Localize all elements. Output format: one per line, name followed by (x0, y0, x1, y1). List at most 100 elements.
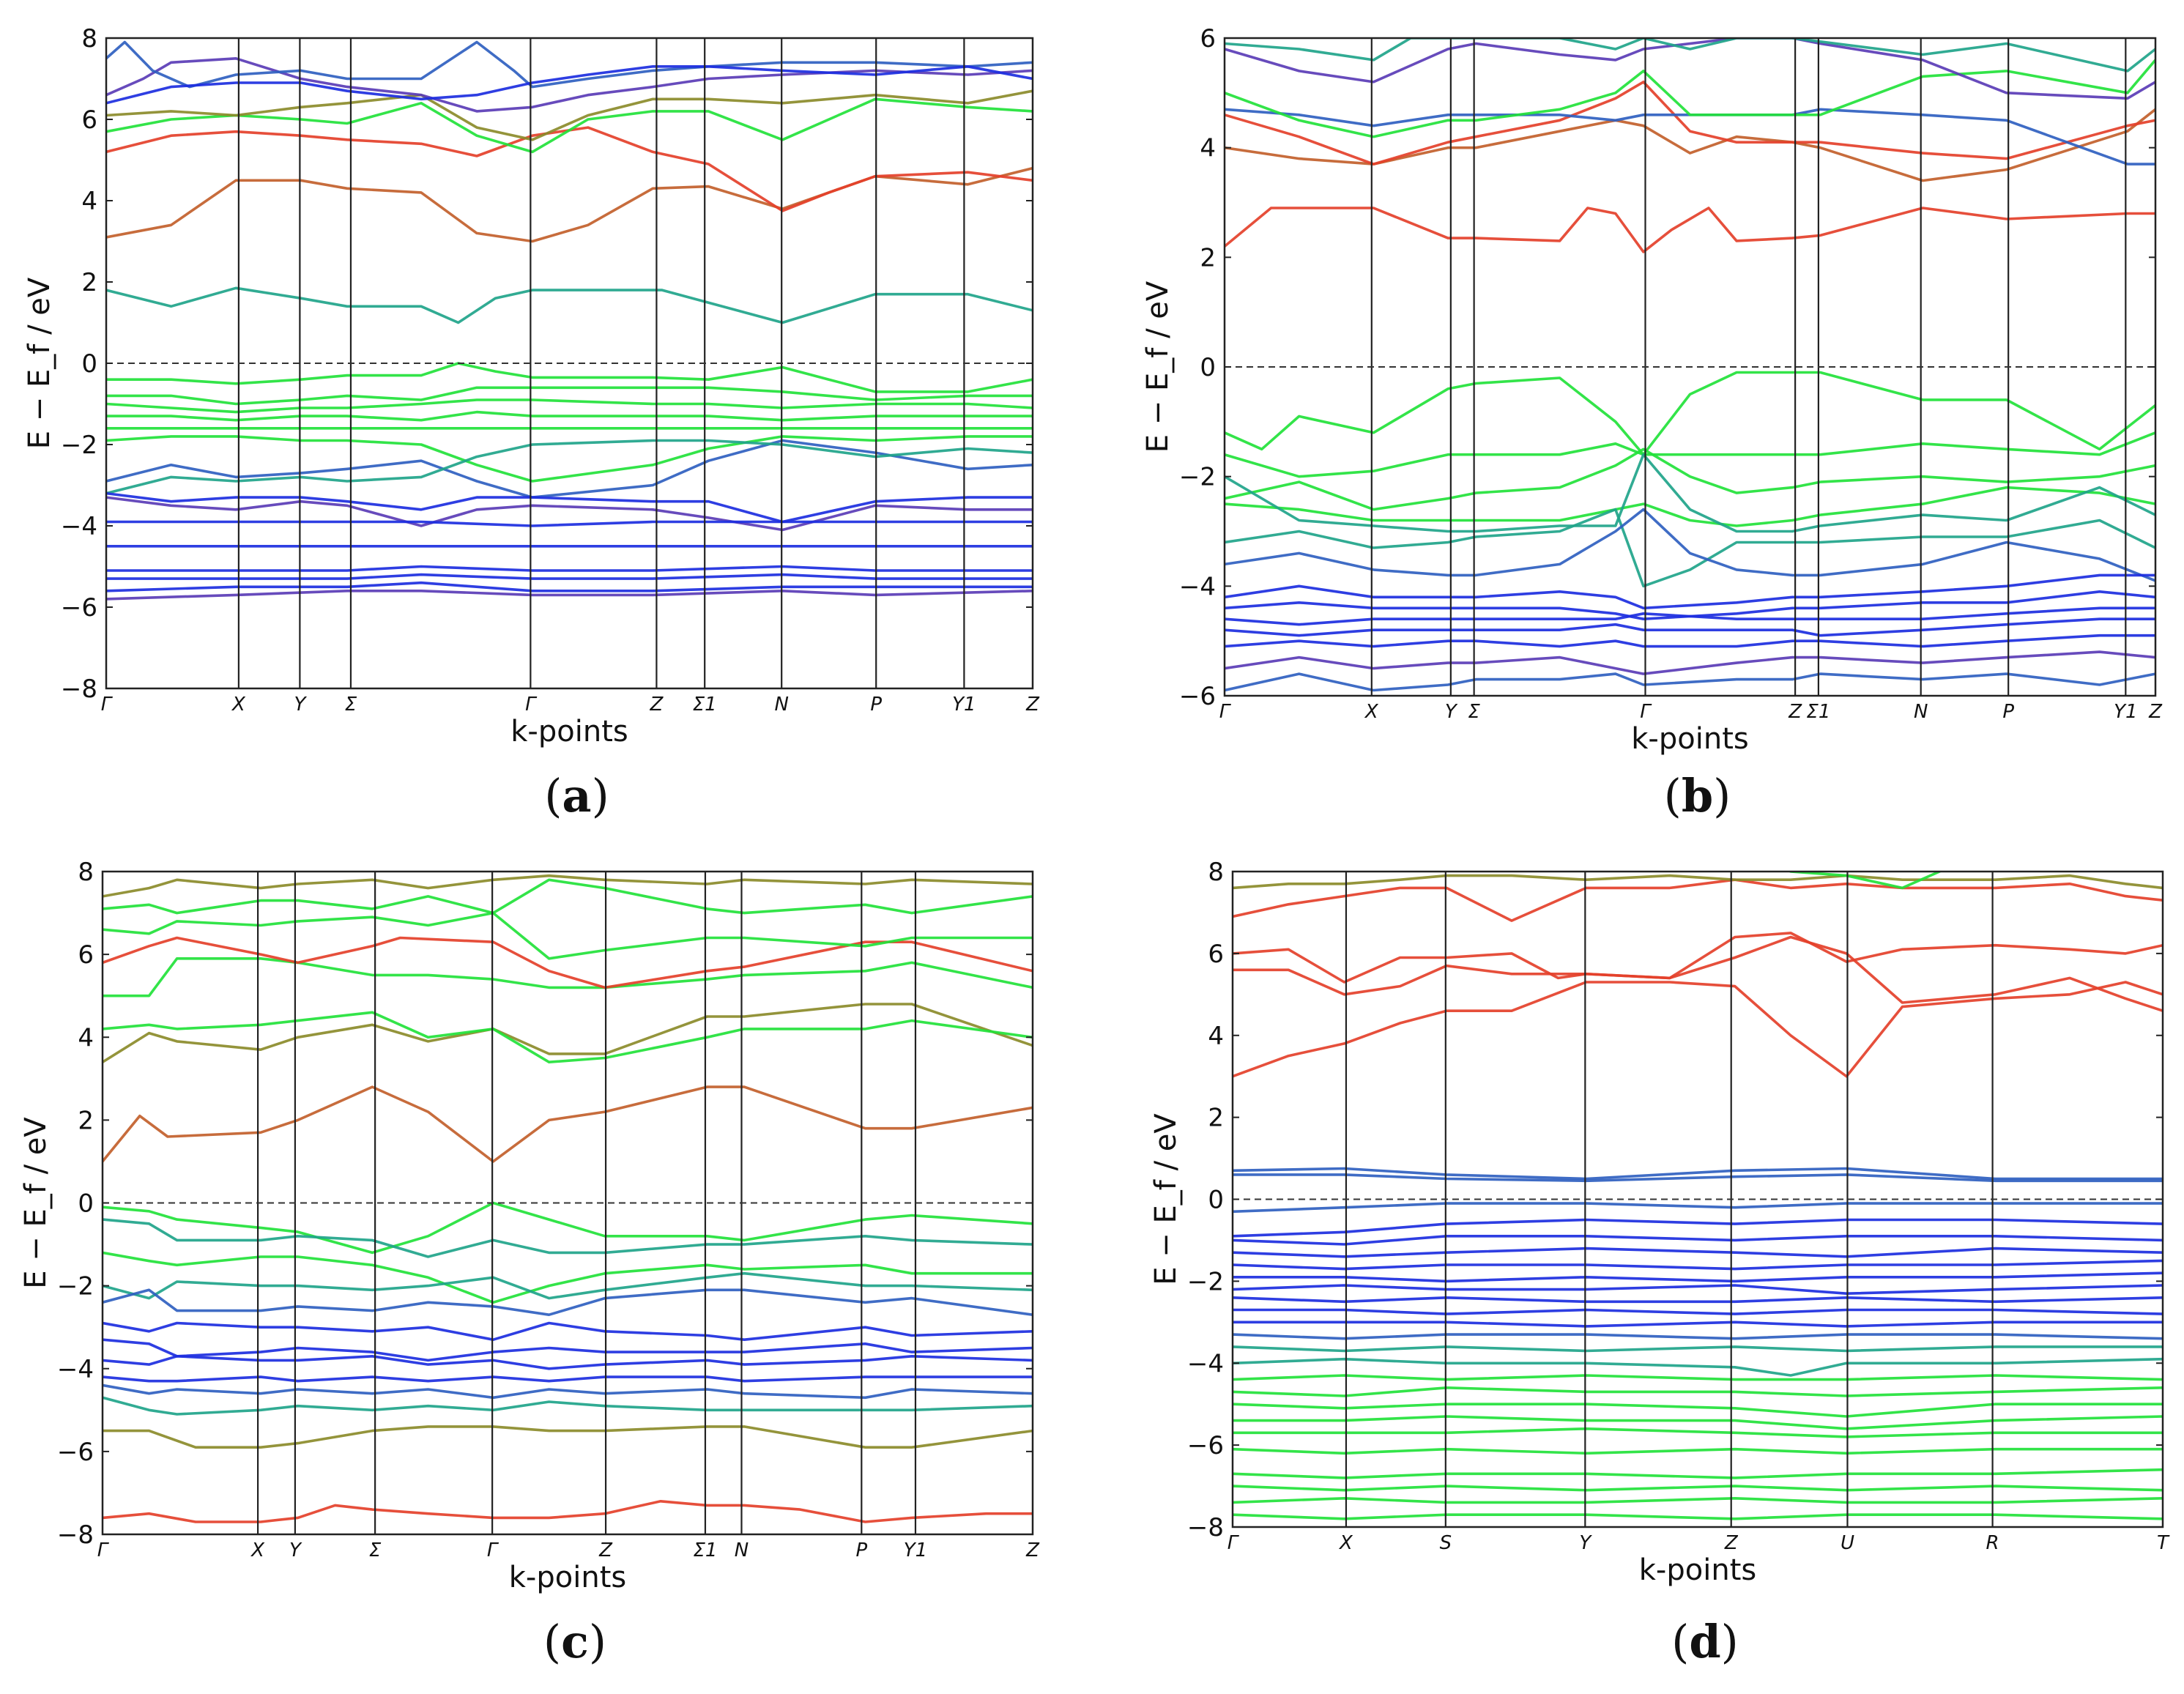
y-tick-label: 4 (1200, 134, 1216, 163)
band-v15 (1233, 1386, 2163, 1397)
band-cb1 (106, 286, 1033, 324)
kpoint-label: Z (598, 1539, 613, 1561)
band-cb8 (106, 65, 1033, 105)
band-cb5 (106, 89, 1033, 141)
y-tick-label: −6 (1179, 682, 1216, 711)
x-axis-label: k-points (510, 715, 628, 748)
y-tick-label: 8 (81, 24, 97, 53)
panel-c: −8 −6 −4 −2 0 2 4 6 8 Γ X Y Σ Γ Z Σ1 N P Y1 Zk-points E − E_… (19, 858, 1040, 1668)
panel-label: (b) (1664, 769, 1731, 822)
band-v11 (1233, 1333, 2163, 1340)
kpoint-label: Σ1 (693, 1539, 717, 1561)
kpoint-label: Γ (1219, 701, 1232, 723)
y-tick-label: 4 (1208, 1022, 1224, 1051)
kpoint-label: X (1364, 701, 1379, 723)
y-tick-label: 2 (1200, 243, 1216, 272)
band-cb3 (1233, 932, 2163, 984)
band-vb3 (1225, 447, 2155, 511)
band-v7 (1233, 1284, 2163, 1295)
band-cb5 (1233, 874, 2163, 890)
band-v18 (1233, 1427, 2163, 1438)
kpoint-label: Y (294, 694, 307, 716)
kpoint-label: X (231, 694, 246, 716)
band-cb6 (1789, 872, 1941, 890)
band-cb5 (103, 936, 1033, 989)
kpoint-label: Y (289, 1539, 302, 1561)
band-cb2 (1225, 108, 2155, 182)
band-vb10 (106, 496, 1033, 532)
y-tick-label: 0 (1200, 353, 1216, 382)
band-vb16 (106, 589, 1033, 601)
band-cb4 (103, 957, 1033, 998)
kpoint-label: X (250, 1539, 265, 1561)
band-v17 (1233, 1415, 2163, 1430)
band-vb9 (103, 1375, 1033, 1383)
y-tick-label: 2 (78, 1106, 94, 1135)
band-vb14 (1225, 672, 2155, 692)
band-vb4 (1225, 486, 2155, 527)
band-vb10 (1225, 606, 2155, 626)
y-tick-label: 0 (78, 1189, 94, 1219)
kpoint-label: R (1986, 1532, 1999, 1554)
band-vb7 (106, 439, 1033, 499)
kpoint-label: N (735, 1539, 749, 1561)
band-vb7 (1225, 508, 2155, 582)
band-cb7 (1225, 38, 2155, 73)
band-f1 (1233, 1167, 2163, 1181)
band-v16 (1233, 1403, 2163, 1418)
kpoint-label: T (2157, 1532, 2170, 1554)
kpoint-label: Γ (1640, 701, 1652, 723)
y-tick-label: −6 (1187, 1431, 1224, 1460)
band-v10 (1233, 1320, 2163, 1328)
y-tick-label: −2 (1179, 463, 1216, 492)
x-axis-label: k-points (1631, 722, 1748, 756)
kpoint-label: Γ (97, 1539, 110, 1561)
band-cb1 (103, 1085, 1033, 1163)
kpoint-label: Y1 (952, 694, 976, 716)
kpoint-label: P (870, 694, 882, 716)
kpoint-label: N (1914, 701, 1928, 723)
band-vb14 (106, 573, 1033, 580)
band-v12 (1233, 1345, 2163, 1353)
bands (1225, 38, 2155, 692)
y-tick-label: −4 (57, 1355, 94, 1384)
kpoint-label: Σ (1468, 701, 1480, 723)
kpoint-label: Y (1445, 701, 1458, 723)
y-tick-label: −8 (61, 675, 97, 704)
band-vb3 (106, 398, 1033, 414)
band-vb2 (106, 386, 1033, 406)
kpoint-label: X (1338, 1532, 1353, 1554)
band-v14 (1233, 1374, 2163, 1381)
panel-d: −8 −6 −4 −2 0 2 4 6 8 Γ X S Y Z U R Tk-points E − E_f / e… (1149, 858, 2170, 1668)
band-vb11 (1225, 617, 2155, 637)
y-tick-label: 0 (81, 349, 97, 379)
band-v2 (1233, 1218, 2163, 1238)
band-v4 (1233, 1247, 2163, 1258)
bands (106, 40, 1033, 601)
panel-label: (d) (1671, 1615, 1739, 1668)
x-axis-label: k-points (1639, 1553, 1756, 1587)
band-cb6 (1225, 38, 2155, 100)
y-tick-label: 0 (1208, 1186, 1224, 1215)
y-tick-label: −8 (57, 1520, 94, 1550)
band-vb15 (106, 581, 1033, 592)
y-tick-label: −2 (61, 431, 97, 460)
band-v8 (1233, 1296, 2163, 1304)
band-v13 (1233, 1357, 2163, 1377)
panel-a: −8 −6 −4 −2 0 2 4 6 8 Γ X Y Σ Γ Z Σ1 N P Y1 Zk-points E − E_… (23, 24, 1040, 822)
kpoint-label: Z (1724, 1532, 1739, 1554)
band-vb11 (106, 520, 1033, 527)
kpoint-label: Y1 (2114, 701, 2137, 723)
y-axis-label: E − E_f / eV (1149, 1113, 1183, 1285)
y-tick-label: 8 (78, 858, 94, 887)
kpoint-label: Y1 (904, 1539, 927, 1561)
band-v9 (1233, 1308, 2163, 1315)
band-cb7 (103, 878, 1033, 915)
band-vb11 (103, 1396, 1033, 1416)
kpoint-label: N (774, 694, 788, 716)
kpoint-label: Σ1 (1806, 701, 1830, 723)
kpoint-label: Y (1579, 1532, 1592, 1554)
band-vb9 (106, 491, 1033, 524)
band-vb13 (106, 565, 1033, 572)
band-vb5 (1225, 453, 2155, 533)
